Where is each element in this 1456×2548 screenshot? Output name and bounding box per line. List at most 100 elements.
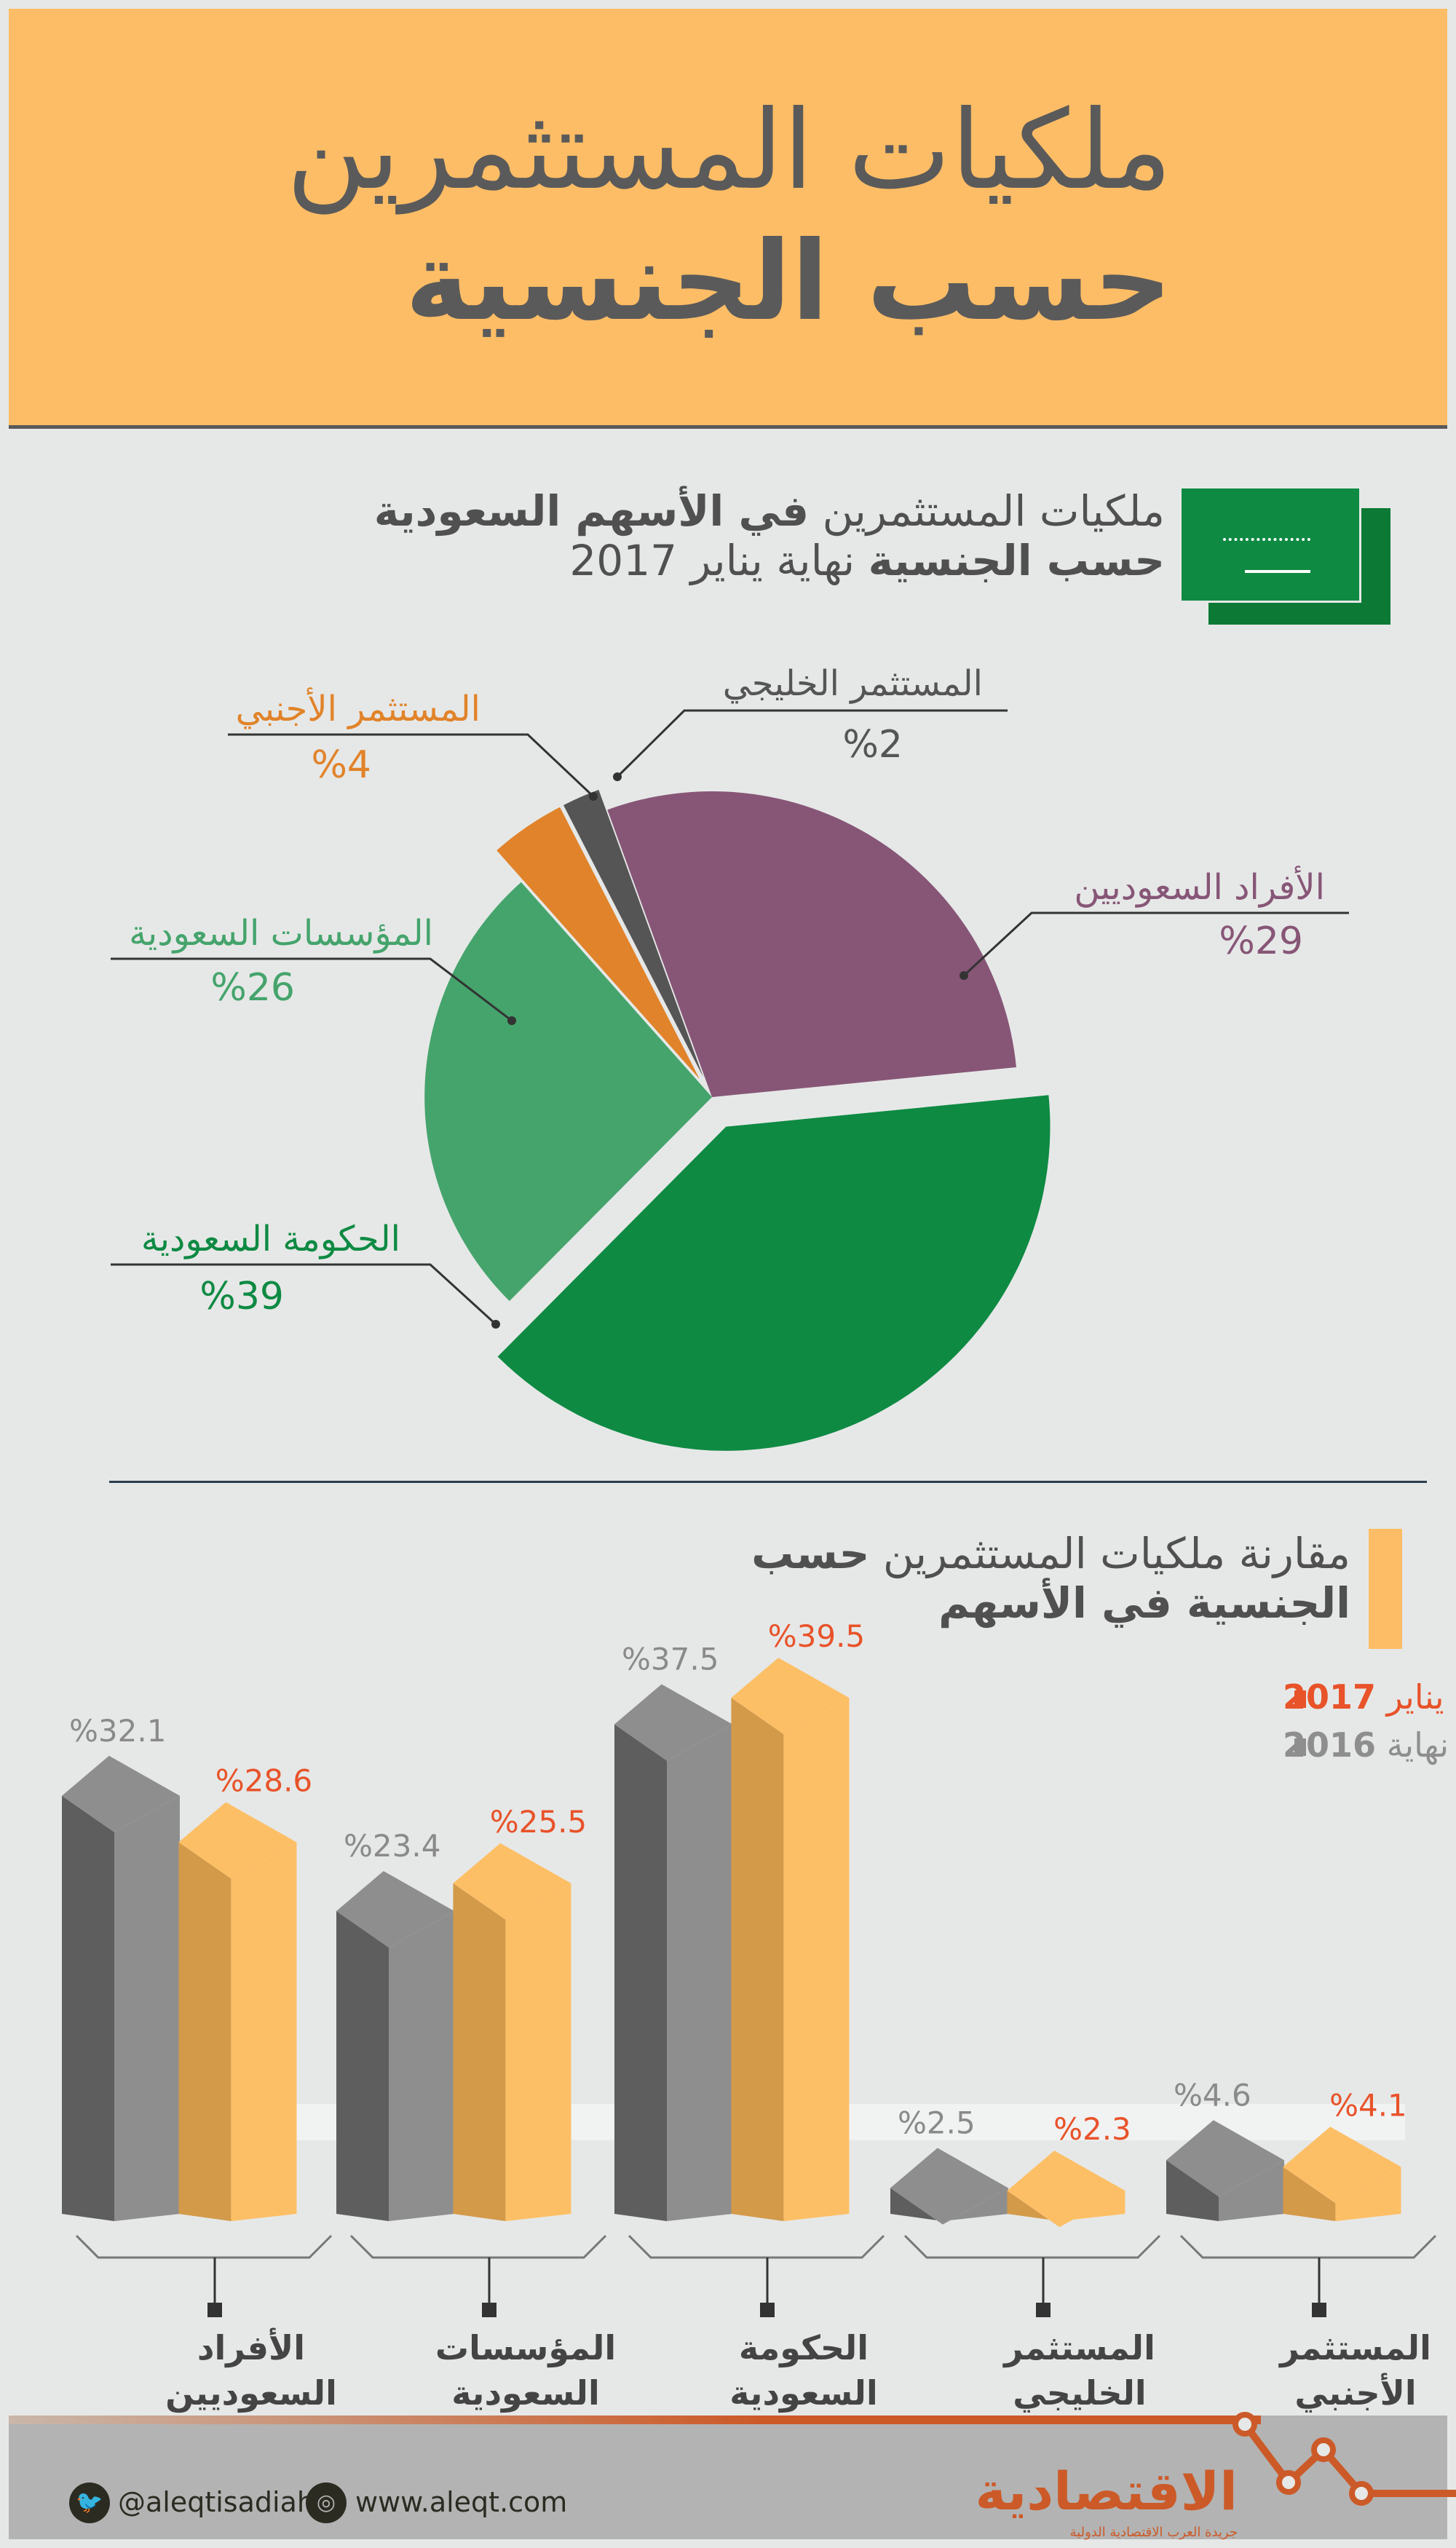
category-marker bbox=[482, 2303, 496, 2317]
pie-label-foreign: المستثمر الأجنبي bbox=[236, 687, 480, 729]
category-marker bbox=[760, 2303, 775, 2317]
bar-value-label: %4.6 bbox=[1174, 2077, 1251, 2113]
pie-label-government: الحكومة السعودية bbox=[141, 1219, 400, 1259]
pie-label-gulf: المستثمر الخليجي bbox=[723, 663, 983, 704]
bar-front-face bbox=[783, 1698, 850, 2221]
bar-side-face bbox=[731, 1698, 784, 2221]
category-marker bbox=[1036, 2303, 1051, 2317]
bar-title-regular: مقارنة ملكيات المستثمرين bbox=[869, 1529, 1350, 1578]
bar-top-face bbox=[614, 1684, 732, 1761]
pie-value-foreign: %4 bbox=[312, 743, 372, 787]
pie-value-gulf: %2 bbox=[843, 723, 903, 767]
legend-swatch-2017 bbox=[1294, 1690, 1306, 1708]
bar-side-face bbox=[336, 1911, 389, 2221]
bar-title-accent bbox=[1369, 1529, 1402, 1649]
leader-line-foreign bbox=[228, 733, 595, 798]
bar-top-face bbox=[731, 1658, 850, 1735]
pie-labels: المستثمر الخليجي %2 المستثمر الأجنبي %4 … bbox=[111, 663, 1349, 1326]
pie-value-institutions: %26 bbox=[210, 966, 295, 1010]
bar-value-label: %23.4 bbox=[344, 1828, 440, 1864]
pie-chart bbox=[424, 772, 1051, 1451]
category-label: السعودية bbox=[451, 2373, 599, 2413]
bar-value-label: %37.5 bbox=[622, 1642, 719, 1677]
pie-label-individuals: الأفراد السعوديين bbox=[1074, 865, 1325, 908]
pie-slice bbox=[497, 1095, 1051, 1451]
bar-value-label: %4.1 bbox=[1329, 2087, 1407, 2123]
footer bbox=[9, 2416, 1447, 2539]
bar-top-face bbox=[453, 1843, 571, 1920]
saudi-flag-icon bbox=[1179, 486, 1390, 625]
legend-label-2017: نهاية يناير 2017 bbox=[1283, 1677, 1456, 1717]
bar-value-label: %2.5 bbox=[898, 2105, 976, 2141]
bar-side-face bbox=[62, 1795, 114, 2221]
pie-label-institutions: المؤسسات السعودية bbox=[129, 913, 433, 954]
pie-slice bbox=[563, 789, 703, 1077]
bar-top-face bbox=[62, 1755, 180, 1832]
bar-front-face bbox=[231, 1842, 297, 2221]
globe-icon[interactable]: ◎ bbox=[306, 2482, 347, 2523]
leader-line-gulf bbox=[616, 709, 1008, 778]
bar-side-face bbox=[1166, 2160, 1219, 2221]
website-link[interactable]: www.aleqt.com bbox=[355, 2486, 568, 2518]
leader-line-institutions bbox=[111, 957, 513, 1022]
category-label: الأفراد bbox=[197, 2327, 305, 2367]
bar-front-face bbox=[389, 1911, 454, 2221]
pie-title-bold: في الأسهم السعودية bbox=[373, 486, 810, 536]
page-title-line1: ملكيات المستثمرين bbox=[286, 87, 1172, 214]
category-label: المستثمر bbox=[1002, 2328, 1155, 2367]
category-marker bbox=[207, 2303, 222, 2317]
bar-section-title: مقارنة ملكيات المستثمرين حسب الجنسية في … bbox=[550, 1529, 1350, 1628]
twitter-handle-link[interactable]: @aleqtisadiah bbox=[118, 2486, 314, 2518]
bar-chart: %32.1 %28.6 الأفراد السعوديين %23.4 %25.5 المؤ… bbox=[62, 1618, 1437, 2413]
pie-value-individuals: %29 bbox=[1219, 919, 1303, 963]
category-label: الحكومة bbox=[739, 2328, 869, 2367]
bar-top-face bbox=[1283, 2126, 1401, 2204]
category-bracket bbox=[628, 2234, 885, 2259]
pie-slice bbox=[424, 882, 712, 1302]
twitter-icon[interactable]: 🐦 bbox=[69, 2482, 110, 2523]
footer-trend-line-icon bbox=[1233, 2412, 1456, 2506]
bar-side-face bbox=[614, 1724, 667, 2221]
bar-top-face bbox=[1166, 2120, 1284, 2197]
bar-value-label: %32.1 bbox=[69, 1713, 166, 1749]
category-label: السعوديين bbox=[165, 2373, 337, 2413]
legend-label-2016: نهاية 2016 bbox=[1283, 1725, 1449, 1765]
leader-line-government bbox=[111, 1263, 497, 1326]
legend-swatch-2016 bbox=[1294, 1738, 1306, 1756]
leader-line-individuals bbox=[962, 911, 1349, 977]
pie-slice bbox=[607, 791, 1016, 1097]
bar-side-face bbox=[1283, 2167, 1336, 2221]
pie-value-government: %39 bbox=[199, 1275, 284, 1318]
bar-side-face bbox=[178, 1842, 232, 2221]
bar-title-bold: حسب bbox=[751, 1529, 870, 1578]
category-label: المستثمر bbox=[1278, 2328, 1431, 2367]
bar-front-face bbox=[1219, 2160, 1284, 2221]
bar-top-face bbox=[336, 1871, 454, 1948]
category-label: الخليجي bbox=[1013, 2373, 1146, 2413]
bar-front-face bbox=[667, 1724, 732, 2221]
page-title-line2: حسب الجنسية bbox=[405, 218, 1172, 345]
bar-front-face bbox=[505, 1883, 571, 2221]
pie-title-regular: ملكيات المستثمرين bbox=[809, 486, 1165, 536]
category-label: المؤسسات bbox=[435, 2328, 616, 2367]
footer-accent-bar bbox=[9, 2416, 1261, 2424]
category-bracket bbox=[903, 2234, 1161, 2259]
bar-top-face bbox=[890, 2148, 1008, 2225]
header-divider bbox=[9, 425, 1447, 429]
bar-value-label: %25.5 bbox=[490, 1804, 587, 1840]
bar-top-face bbox=[1007, 2151, 1125, 2228]
category-marker bbox=[1312, 2303, 1326, 2317]
category-bracket bbox=[75, 2234, 333, 2259]
pie-section-title: ملكيات المستثمرين في الأسهم السعودية حسب… bbox=[218, 486, 1165, 585]
bar-legend: نهاية يناير 2017 نهاية 2016 bbox=[1283, 1677, 1456, 1765]
bar-value-label: %2.3 bbox=[1053, 2111, 1131, 2147]
category-bracket bbox=[349, 2234, 607, 2259]
bar-title-line2: الجنسية في الأسهم bbox=[938, 1578, 1350, 1628]
category-label: السعودية bbox=[729, 2373, 877, 2413]
category-bracket bbox=[1179, 2234, 1437, 2259]
bar-side-face bbox=[453, 1883, 506, 2221]
footer-logo-tagline: جريدة العرب الاقتصادية الدولية bbox=[1069, 2525, 1238, 2540]
category-label: الأجنبي bbox=[1294, 2373, 1416, 2413]
bar-top-face bbox=[178, 1802, 297, 1879]
